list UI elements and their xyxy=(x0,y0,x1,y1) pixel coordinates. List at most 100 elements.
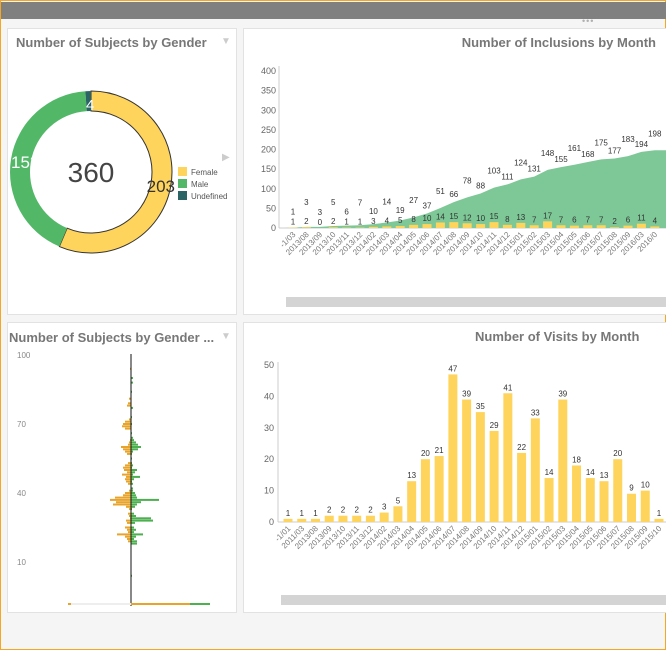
monthly-bar[interactable] xyxy=(529,225,539,228)
monthly-bar[interactable] xyxy=(596,225,606,228)
visits-bar[interactable] xyxy=(640,490,650,522)
monthly-bar[interactable] xyxy=(543,221,553,228)
visits-bar[interactable] xyxy=(338,515,348,522)
monthly-bar[interactable] xyxy=(449,222,459,228)
female-age-bar[interactable] xyxy=(128,540,131,543)
female-age-bar[interactable] xyxy=(110,498,131,501)
female-age-bar[interactable] xyxy=(125,492,131,494)
male-age-bar[interactable] xyxy=(131,492,135,494)
visits-bar[interactable] xyxy=(654,518,664,522)
male-age-bar[interactable] xyxy=(131,503,137,506)
male-age-bar[interactable] xyxy=(131,526,134,529)
female-age-bar[interactable] xyxy=(129,418,131,421)
male-age-bar[interactable] xyxy=(131,519,153,522)
monthly-bar[interactable] xyxy=(462,223,472,228)
panel-menu-chevron-icon[interactable]: ▼ xyxy=(221,36,231,47)
male-age-bar[interactable] xyxy=(131,489,133,492)
visits-bar[interactable] xyxy=(599,481,609,522)
male-age-bar[interactable] xyxy=(131,521,135,524)
female-age-bar[interactable] xyxy=(125,450,131,453)
male-age-bar[interactable] xyxy=(131,469,137,471)
monthly-bar[interactable] xyxy=(569,225,579,228)
visits-bar[interactable] xyxy=(448,374,458,522)
male-age-bar[interactable] xyxy=(131,505,135,508)
visits-bar[interactable] xyxy=(544,478,554,522)
male-age-bar[interactable] xyxy=(131,406,133,409)
visits-bar[interactable] xyxy=(283,518,293,522)
female-age-bar[interactable] xyxy=(129,441,131,444)
male-age-bar[interactable] xyxy=(131,443,138,446)
female-age-bar[interactable] xyxy=(123,494,131,497)
more-options-button[interactable]: ••• xyxy=(582,16,595,26)
visits-bar[interactable] xyxy=(434,456,444,522)
female-age-bar[interactable] xyxy=(125,526,131,529)
monthly-bar[interactable] xyxy=(301,227,311,228)
male-age-bar[interactable] xyxy=(131,512,134,515)
visits-bar[interactable] xyxy=(489,430,499,522)
male-age-bar[interactable] xyxy=(131,439,134,442)
male-age-bar[interactable] xyxy=(131,381,133,384)
female-age-bar[interactable] xyxy=(117,533,131,536)
female-age-bar[interactable] xyxy=(125,464,131,467)
male-age-bar[interactable] xyxy=(131,515,136,517)
visits-bar[interactable] xyxy=(517,452,527,522)
visits-bar[interactable] xyxy=(379,512,389,522)
male-age-bar[interactable] xyxy=(131,436,133,439)
female-age-bar[interactable] xyxy=(116,501,131,504)
female-age-bar[interactable] xyxy=(129,515,131,517)
female-age-bar[interactable] xyxy=(128,512,131,515)
female-age-bar[interactable] xyxy=(127,452,131,455)
female-age-bar[interactable] xyxy=(123,423,131,425)
female-age-bar[interactable] xyxy=(126,505,131,508)
male-age-bar[interactable] xyxy=(131,501,141,504)
monthly-bar[interactable] xyxy=(328,227,338,228)
monthly-bar[interactable] xyxy=(502,224,512,228)
male-age-bar[interactable] xyxy=(131,494,136,497)
monthly-bar[interactable] xyxy=(368,226,378,228)
visits-bar[interactable] xyxy=(558,399,568,522)
male-age-bar[interactable] xyxy=(131,535,136,538)
visits-bar[interactable] xyxy=(475,412,485,522)
male-age-bar[interactable] xyxy=(131,448,138,451)
monthly-bar[interactable] xyxy=(422,224,432,228)
visits-bar[interactable] xyxy=(407,481,417,522)
female-age-bar[interactable] xyxy=(125,535,131,538)
male-age-bar[interactable] xyxy=(131,478,134,481)
female-age-bar[interactable] xyxy=(128,443,131,446)
visits-bar[interactable] xyxy=(297,518,307,522)
monthly-bar[interactable] xyxy=(409,224,419,228)
male-age-bar[interactable] xyxy=(131,446,141,448)
visits-scrollbar[interactable] xyxy=(281,595,666,605)
male-age-bar[interactable] xyxy=(131,482,133,485)
male-age-bar[interactable] xyxy=(131,531,134,534)
visits-bar[interactable] xyxy=(585,478,595,522)
male-age-bar[interactable] xyxy=(131,542,137,545)
female-age-bar[interactable] xyxy=(127,521,131,524)
female-age-bar[interactable] xyxy=(126,475,131,478)
female-age-bar[interactable] xyxy=(129,489,131,492)
male-age-bar[interactable] xyxy=(131,475,140,478)
male-age-bar[interactable] xyxy=(131,473,133,476)
male-age-bar[interactable] xyxy=(131,496,137,499)
female-age-bar[interactable] xyxy=(127,538,131,540)
monthly-bar[interactable] xyxy=(610,227,620,228)
male-age-bar[interactable] xyxy=(131,471,135,474)
female-age-bar[interactable] xyxy=(123,448,131,451)
monthly-bar[interactable] xyxy=(556,225,566,228)
male-age-bar[interactable] xyxy=(131,441,136,444)
visits-bar[interactable] xyxy=(462,399,472,522)
female-age-bar[interactable] xyxy=(125,478,131,481)
monthly-bar[interactable] xyxy=(583,225,593,228)
male-age-bar[interactable] xyxy=(131,533,143,536)
female-age-bar[interactable] xyxy=(125,420,131,423)
visits-bar[interactable] xyxy=(310,518,320,522)
female-age-bar[interactable] xyxy=(128,462,131,465)
donut-slice-female[interactable] xyxy=(58,90,173,254)
female-age-bar[interactable] xyxy=(128,402,131,405)
female-age-bar[interactable] xyxy=(115,496,131,499)
monthly-bar[interactable] xyxy=(636,223,646,228)
visits-bar[interactable] xyxy=(530,418,540,522)
monthly-bar[interactable] xyxy=(476,224,486,228)
donut-slice-undefined[interactable] xyxy=(85,91,91,112)
monthly-bar[interactable] xyxy=(650,226,660,228)
